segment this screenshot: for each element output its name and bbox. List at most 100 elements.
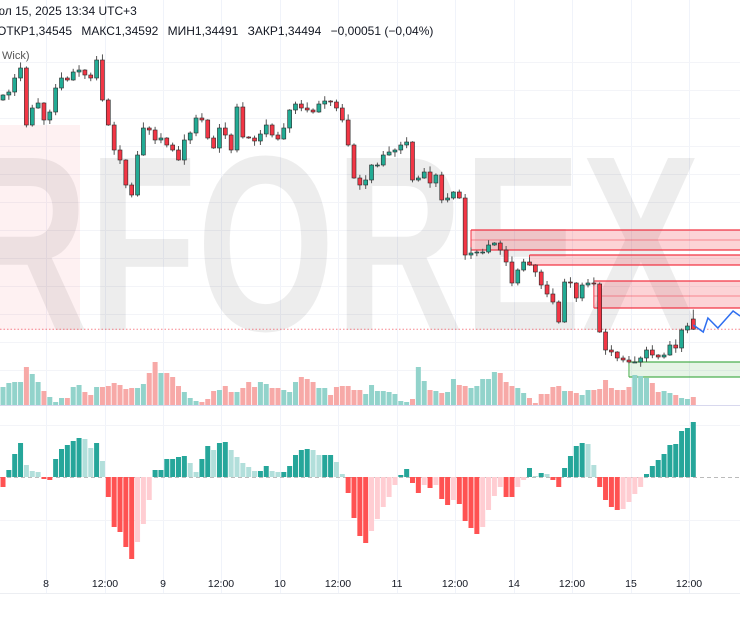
- candle-body: [486, 244, 491, 253]
- candle-body: [556, 301, 562, 323]
- candle: [135, 151, 140, 197]
- candle-body: [228, 134, 234, 151]
- volume-bar: [351, 390, 357, 405]
- candle: [304, 102, 310, 113]
- candle: [363, 175, 369, 189]
- oscillator-bar: [158, 470, 164, 477]
- candle: [433, 173, 439, 187]
- candle-body: [281, 127, 287, 140]
- candle-body: [673, 344, 679, 349]
- volume-bar: [269, 388, 275, 405]
- oscillator-bar: [450, 477, 456, 500]
- candle: [316, 100, 322, 113]
- candle: [550, 288, 556, 305]
- candle: [679, 328, 684, 352]
- candle: [70, 68, 76, 81]
- candle: [53, 84, 58, 116]
- oscillator-bar: [263, 466, 269, 477]
- oscillator-bar: [597, 477, 603, 487]
- volume-bar: [374, 391, 380, 405]
- candle-body: [12, 77, 17, 93]
- time-axis-label: 12:00: [442, 578, 468, 590]
- volume-bar: [632, 375, 638, 405]
- oscillator-bar: [684, 428, 690, 477]
- oscillator-bar: [269, 471, 275, 477]
- candle-body: [100, 59, 105, 101]
- volume-bar: [386, 392, 392, 405]
- candle: [392, 148, 398, 157]
- oscillator-bar: [427, 477, 433, 488]
- volume-bar: [158, 373, 164, 405]
- candle: [269, 123, 275, 138]
- oscillator-bar: [328, 455, 334, 477]
- volume-bar: [328, 395, 334, 405]
- volume-bar: [123, 389, 129, 405]
- candle: [24, 66, 29, 128]
- candle-body: [0, 94, 6, 101]
- candle: [451, 191, 456, 200]
- volume-bar: [603, 380, 609, 405]
- candle-body: [334, 101, 339, 109]
- oscillator-bar: [310, 450, 316, 477]
- volume-bar: [573, 393, 579, 405]
- oscillator-bar: [193, 472, 199, 477]
- time-axis-label: 9: [160, 578, 166, 590]
- oscillator-bar: [257, 471, 263, 477]
- volume-bar: [562, 391, 568, 405]
- oscillator-bar: [544, 474, 550, 477]
- candle-body: [269, 124, 275, 136]
- oscillator-bar: [216, 443, 222, 477]
- volume-bar: [322, 388, 328, 405]
- candle-body: [591, 282, 597, 285]
- candle: [211, 135, 216, 149]
- volume-bar: [567, 391, 573, 405]
- candle-body: [345, 119, 351, 146]
- volume-bar: [304, 379, 310, 405]
- volume-bar: [690, 397, 696, 405]
- candle: [655, 354, 661, 360]
- time-axis[interactable]: 8 12:00 9 12:00 10 12:00 11 12:00 14 12:00 15 12:00: [43, 578, 702, 590]
- volume-bar: [47, 397, 53, 405]
- oscillator-bar: [70, 441, 76, 477]
- oscillator-bar: [620, 477, 626, 509]
- candle: [106, 98, 111, 126]
- candle: [35, 98, 41, 109]
- candle: [293, 101, 298, 114]
- ohlc-high: МАКС1,34592: [81, 24, 159, 38]
- oscillator-bar: [316, 455, 322, 477]
- volume-bar: [281, 390, 287, 405]
- volume-bar: [222, 386, 228, 405]
- volume-bar: [398, 401, 404, 405]
- candle-body: [53, 87, 58, 113]
- volume-bar: [170, 377, 176, 405]
- ohlc-change: −0,00051 (−0,04%): [330, 24, 434, 38]
- volume-bar: [655, 392, 661, 405]
- indicator-label[interactable]: Wick): [2, 50, 30, 62]
- oscillator-bar: [667, 445, 673, 477]
- zones-layer: [470, 229, 740, 378]
- candle: [614, 351, 620, 362]
- volume-bar: [59, 398, 64, 405]
- volume-layer: [0, 362, 696, 405]
- candle: [275, 131, 281, 141]
- oscillator-bar: [117, 477, 123, 532]
- candle: [609, 345, 614, 356]
- volume-bar: [509, 386, 515, 405]
- oscillator-bar: [527, 468, 532, 477]
- candle-body: [252, 137, 257, 142]
- oscillator-bar: [47, 477, 53, 480]
- volume-bar: [82, 392, 88, 405]
- volume-bar: [679, 398, 685, 405]
- volume-bar: [532, 403, 538, 405]
- candle: [47, 109, 53, 124]
- oscillator-bar: [293, 455, 298, 477]
- candle: [690, 309, 696, 330]
- oscillator-bar: [187, 463, 193, 477]
- watermark-red-mark: [0, 125, 80, 330]
- candle: [486, 240, 491, 254]
- candle: [527, 257, 532, 266]
- candle: [515, 268, 521, 286]
- candle-body: [263, 124, 269, 135]
- oscillator-bar: [41, 477, 47, 479]
